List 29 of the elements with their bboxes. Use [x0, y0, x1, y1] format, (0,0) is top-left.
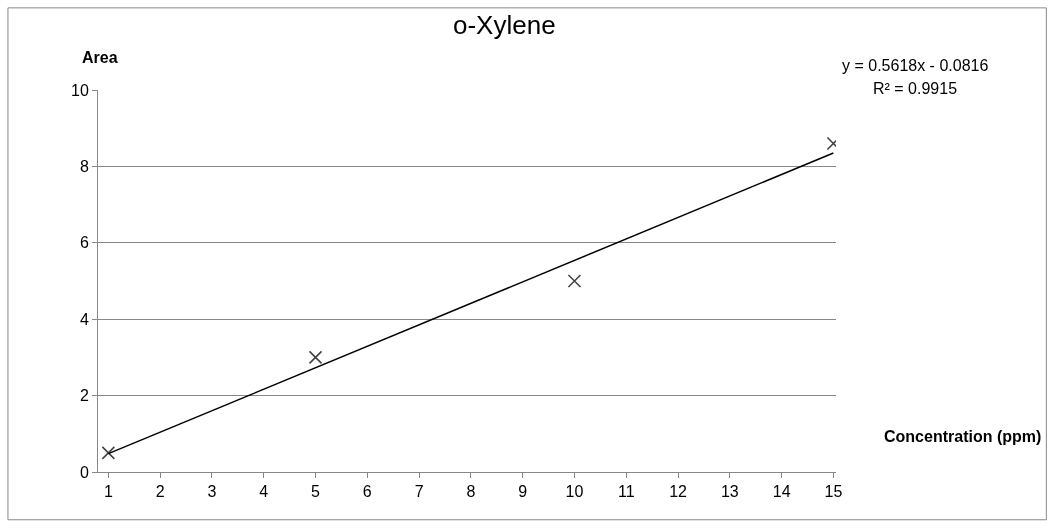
x-tick-label: 11 — [617, 483, 635, 501]
x-tick-label: 13 — [720, 483, 739, 501]
point — [567, 274, 582, 288]
x-tick-label: 1 — [103, 483, 113, 501]
x-tick-label: 10 — [565, 483, 584, 501]
text: R² = 0.9915 — [873, 80, 958, 97]
y-tick-label: 0 — [79, 463, 89, 481]
y-tick-label: 10 — [71, 81, 89, 99]
x-tick-label: 6 — [362, 483, 372, 501]
x-tick-label: 12 — [669, 483, 688, 501]
x-tick-label: 9 — [518, 483, 528, 501]
y-tick-label: 8 — [79, 158, 89, 175]
x-tick-label: 14 — [772, 483, 791, 501]
point — [308, 350, 323, 365]
x-tick-label: 4 — [259, 483, 269, 501]
x-tick-label: 15 — [824, 483, 843, 501]
point — [101, 446, 116, 460]
x-tick-label: 8 — [466, 483, 476, 501]
y-tick-label: 2 — [79, 387, 89, 405]
x-tick-label: 3 — [207, 483, 217, 501]
y-tick-label: 6 — [79, 234, 89, 252]
x-tick-label: 5 — [311, 483, 321, 501]
x-axis-title: Concentration (ppm) — [884, 428, 1042, 445]
y-axis-title: Area — [82, 49, 118, 66]
x-tick-label: 7 — [414, 483, 424, 501]
x-tick-label: 2 — [155, 483, 165, 501]
text: y = 0.5618x - 0.0816 — [842, 57, 989, 74]
chart-title: o-Xylene — [453, 10, 556, 40]
y-tick-label: 4 — [79, 310, 89, 328]
